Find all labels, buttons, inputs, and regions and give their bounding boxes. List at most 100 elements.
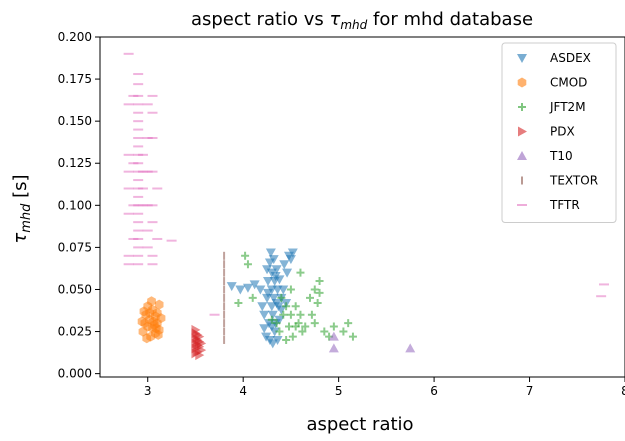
legend-box — [501, 42, 617, 223]
data-point-jft2m — [329, 322, 338, 331]
y-tick-label: 0.125 — [58, 156, 92, 170]
data-point-jft2m — [234, 298, 243, 307]
data-point-asdex — [279, 260, 290, 270]
data-point-jft2m — [315, 288, 324, 297]
data-point-asdex — [267, 339, 278, 349]
data-point-cmod — [145, 308, 154, 318]
y-axis: 0.000 0.025 0.050 0.075 0.100 0.125 0.150 0.175… — [58, 30, 100, 381]
data-point-asdex — [257, 302, 268, 312]
legend-label: PDX — [550, 125, 575, 139]
data-point-t10 — [328, 331, 339, 341]
data-point-asdex — [274, 315, 285, 325]
data-point-asdex — [242, 283, 253, 293]
data-point-asdex — [235, 285, 246, 295]
series-tftr — [123, 52, 609, 316]
x-tick-label: 5 — [335, 384, 343, 398]
data-point-jft2m — [275, 327, 284, 336]
y-tick-label: 0.175 — [58, 72, 92, 86]
y-tick-label: 0.100 — [58, 198, 92, 212]
data-point-jft2m — [267, 315, 276, 324]
data-point-asdex — [272, 335, 283, 345]
data-point-asdex — [266, 302, 277, 312]
data-point-asdex — [276, 305, 287, 315]
legend-item-jft2m: JFT2M — [518, 100, 586, 114]
data-point-cmod — [142, 333, 152, 344]
data-point-pdx — [197, 345, 207, 356]
data-point-asdex — [226, 282, 237, 292]
data-point-asdex — [271, 265, 282, 275]
data-point-jft2m — [306, 293, 314, 302]
legend-marker-pdx — [518, 126, 527, 137]
data-point-cmod — [147, 296, 156, 307]
data-point-jft2m — [344, 319, 353, 328]
legend-marker-jft2m — [518, 103, 526, 111]
data-point-cmod — [152, 323, 161, 334]
data-point-asdex — [285, 255, 296, 265]
legend-label: T10 — [549, 149, 573, 163]
legend-item-t10: T10 — [517, 149, 573, 163]
data-point-cmod — [154, 299, 164, 310]
data-point-asdex — [259, 310, 270, 320]
chart-title-tau: τ — [330, 9, 341, 30]
data-point-jft2m — [294, 319, 303, 328]
data-point-jft2m — [248, 293, 257, 302]
data-point-asdex — [259, 324, 270, 334]
data-point-asdex — [261, 332, 272, 342]
data-point-jft2m — [279, 310, 288, 319]
legend-item-pdx: PDX — [518, 125, 575, 139]
data-point-jft2m — [310, 285, 319, 294]
y-axis-label-tau: τ — [10, 233, 31, 244]
y-tick-label: 0.000 — [58, 367, 92, 381]
data-point-asdex — [282, 268, 293, 278]
legend-label: JFT2M — [549, 100, 586, 114]
series-jft2m — [234, 251, 357, 344]
data-point-jft2m — [286, 285, 295, 294]
data-point-jft2m — [282, 302, 291, 311]
data-point-jft2m — [282, 335, 291, 344]
chart-title-prefix: aspect ratio vs — [191, 9, 330, 30]
data-point-asdex — [262, 293, 273, 303]
x-tick-label: 3 — [144, 384, 152, 398]
data-point-jft2m — [272, 319, 281, 328]
data-point-jft2m — [288, 332, 297, 341]
y-tick-label: 0.075 — [58, 240, 92, 254]
data-point-asdex — [263, 277, 273, 287]
data-point-jft2m — [298, 327, 307, 336]
data-point-jft2m — [243, 260, 252, 269]
legend-label: TEXTOR — [549, 174, 598, 188]
legend-item-cmod: CMOD — [517, 76, 587, 90]
y-tick-label: 0.150 — [58, 114, 92, 128]
data-point-jft2m — [315, 277, 324, 286]
data-point-t10 — [405, 343, 416, 353]
data-point-asdex — [265, 248, 276, 258]
plot-area — [123, 52, 609, 361]
y-axis-label-sub: mhd — [19, 203, 34, 233]
data-point-asdex — [267, 310, 278, 320]
data-point-asdex — [263, 288, 273, 298]
series-t10 — [328, 331, 416, 353]
data-point-asdex — [287, 248, 298, 258]
legend-marker-cmod — [517, 77, 527, 88]
data-point-jft2m — [296, 268, 305, 277]
y-axis-label-unit: [s] — [10, 174, 31, 197]
data-point-jft2m — [348, 332, 357, 341]
x-tick-label: 8 — [621, 384, 625, 398]
plot-frame — [99, 36, 625, 378]
data-point-asdex — [255, 285, 266, 295]
x-tick-label: 6 — [430, 384, 438, 398]
data-point-jft2m — [285, 322, 293, 331]
data-point-cmod — [156, 313, 166, 324]
data-point-asdex — [268, 255, 279, 265]
series-pdx — [191, 324, 207, 361]
data-point-jft2m — [339, 327, 348, 336]
legend: ASDEX CMOD JFT2M PDX T10 TEXTOR TFTR — [501, 42, 617, 223]
y-tick-label: 0.050 — [58, 282, 92, 296]
x-tick-label: 4 — [239, 384, 247, 398]
y-tick-label: 0.200 — [58, 30, 92, 44]
data-point-asdex — [278, 285, 289, 295]
x-tick-label: 7 — [526, 384, 534, 398]
chart-title-sub: mhd — [340, 18, 367, 32]
data-point-jft2m — [310, 319, 319, 328]
data-point-jft2m — [286, 310, 295, 319]
